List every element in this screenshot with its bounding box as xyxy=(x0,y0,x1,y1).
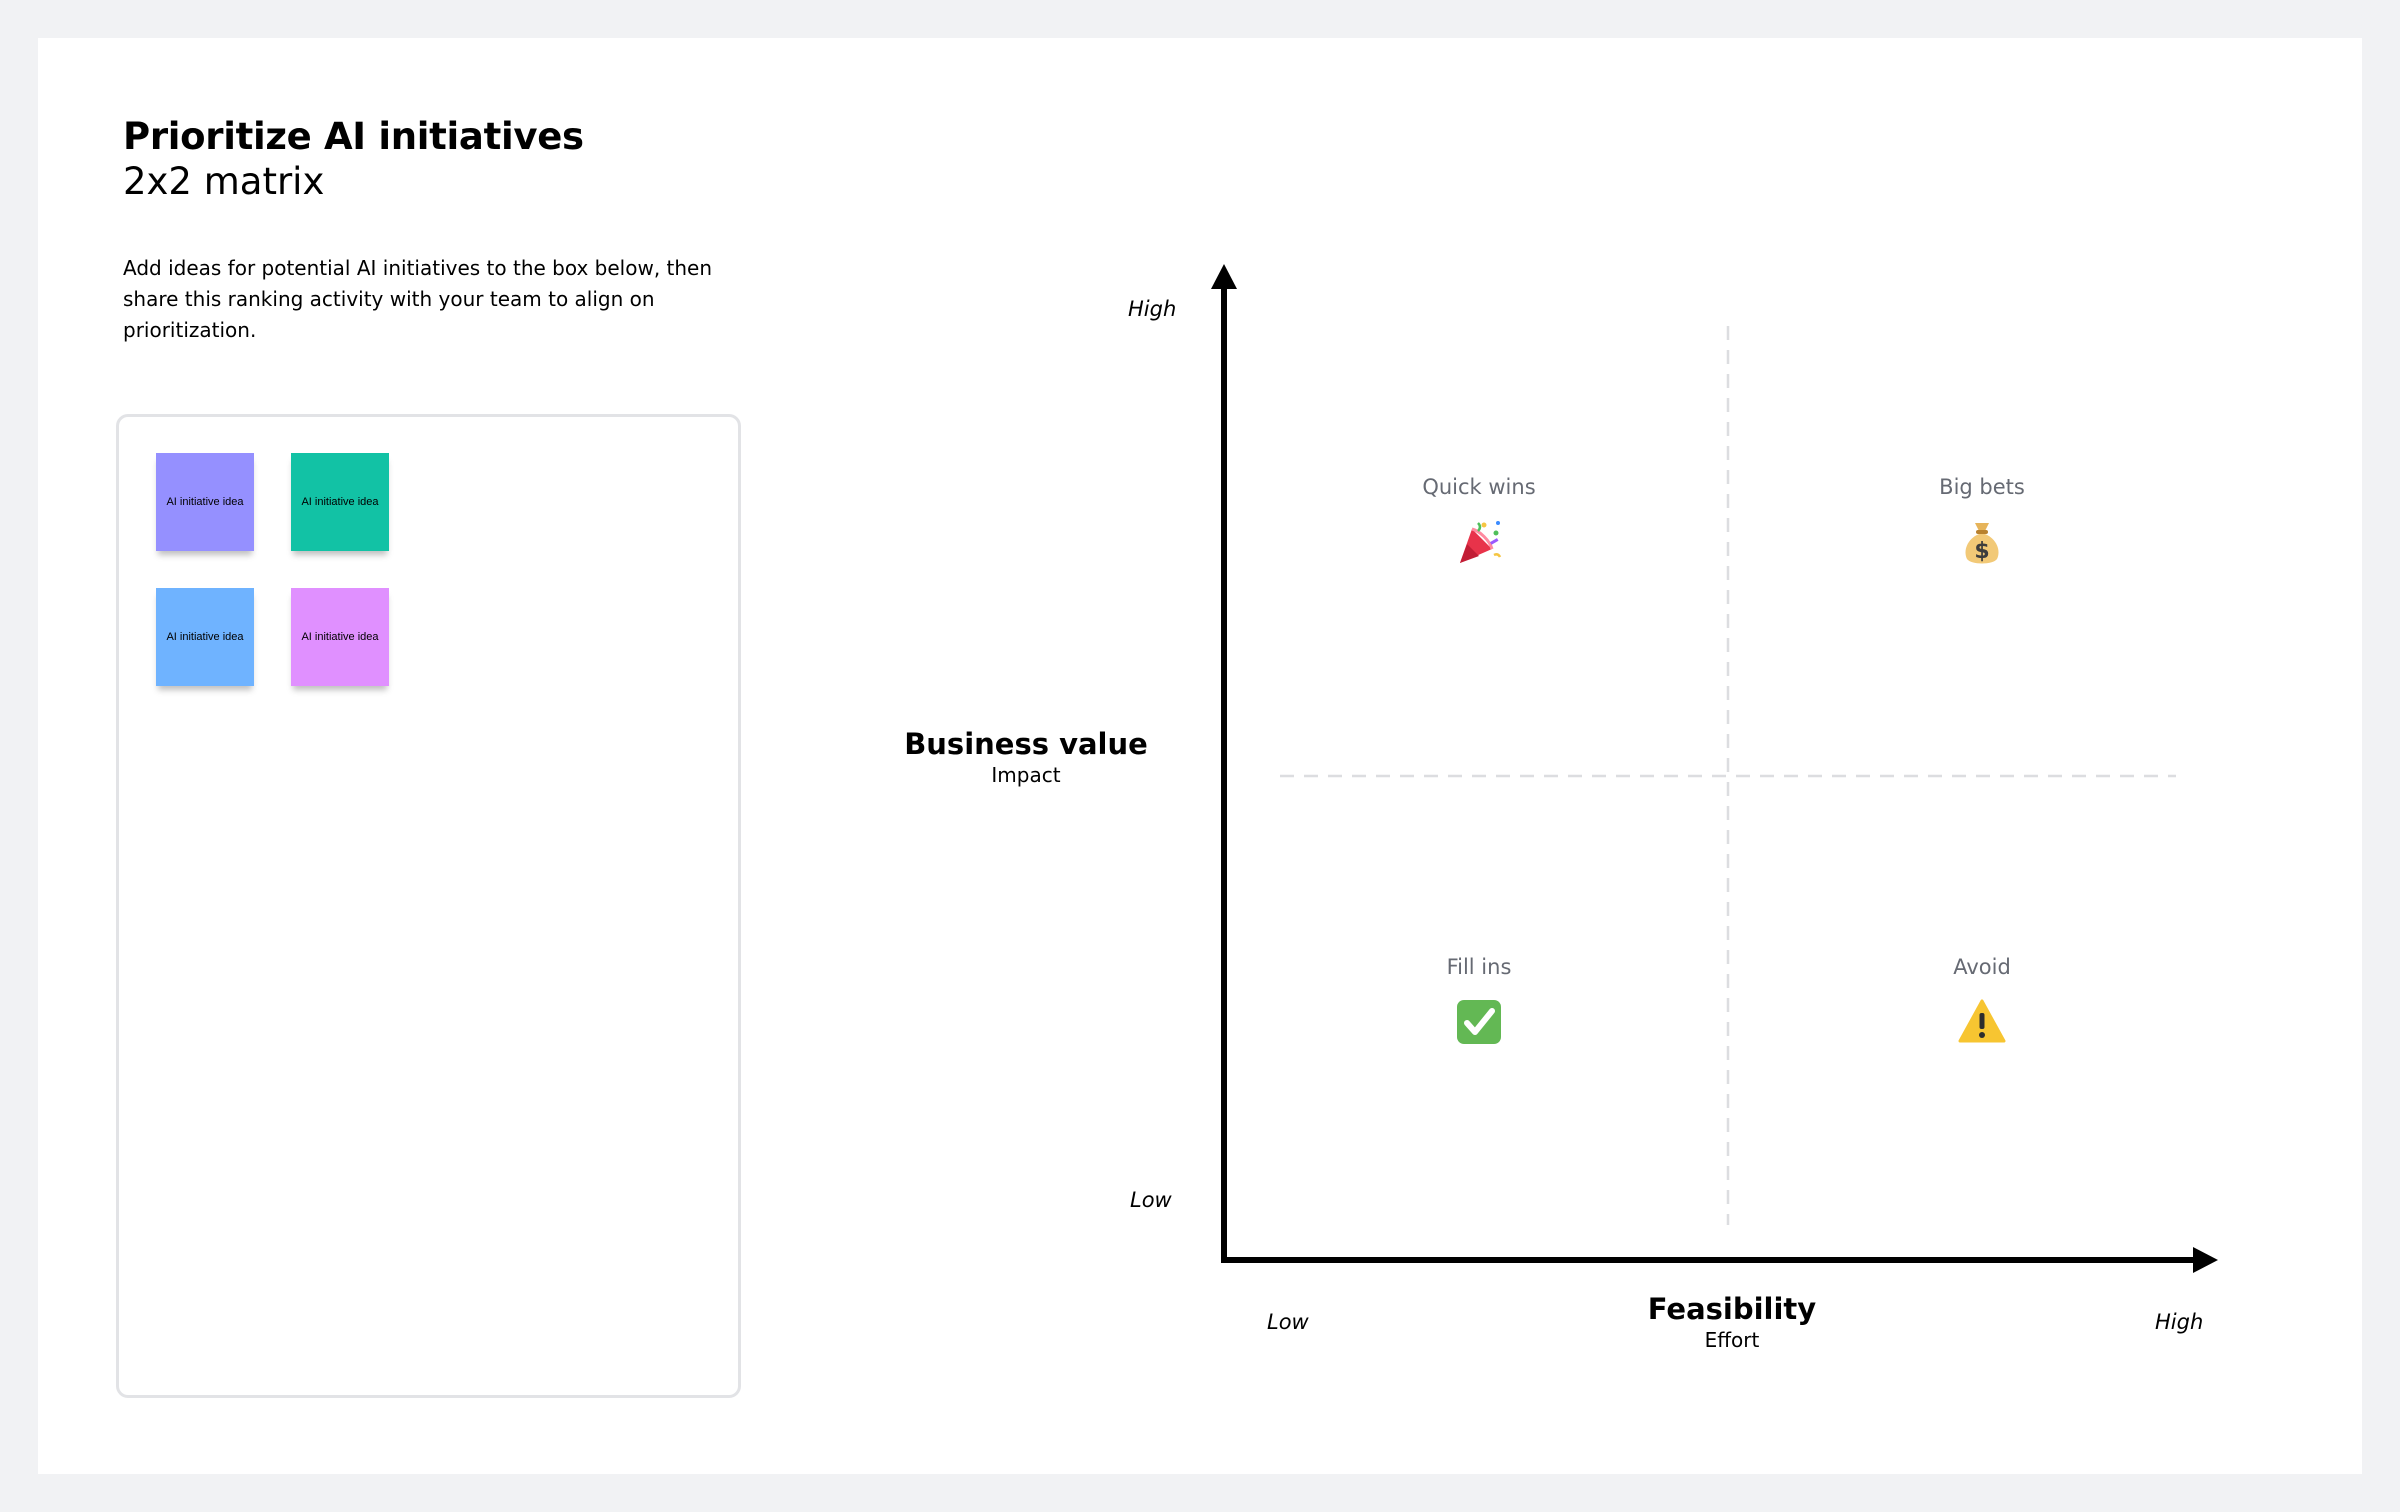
sticky-note-text: AI initiative idea xyxy=(301,496,379,508)
sticky-note[interactable]: AI initiative idea xyxy=(291,453,389,551)
idea-dropzone[interactable] xyxy=(116,414,741,1398)
x-axis-subtitle: Effort xyxy=(1704,1328,1760,1352)
quadrant-label-big-bets: Big bets xyxy=(1939,475,2025,499)
sticky-note[interactable]: AI initiative idea xyxy=(156,588,254,686)
y-axis-low-label: Low xyxy=(1130,1188,1172,1212)
x-axis-high-label: High xyxy=(2155,1310,2204,1334)
x-axis-title: Feasibility xyxy=(1647,1292,1817,1326)
sticky-note-text: AI initiative idea xyxy=(301,631,379,643)
warning-icon xyxy=(1958,999,2006,1043)
y-axis-arrow xyxy=(1211,264,1237,289)
y-axis-high-label: High xyxy=(1128,297,1177,321)
money-bag-icon: $ xyxy=(1965,523,1999,564)
svg-text:$: $ xyxy=(1974,539,1989,564)
y-axis-title: Business value xyxy=(904,727,1148,761)
y-axis-subtitle: Impact xyxy=(991,763,1061,787)
check-mark-icon xyxy=(1457,1000,1501,1044)
instructions-text: Add ideas for potential AI initiatives t… xyxy=(123,256,713,342)
quadrant-label-quick-wins: Quick wins xyxy=(1422,475,1536,499)
sticky-note-text: AI initiative idea xyxy=(166,631,244,643)
sticky-note[interactable]: AI initiative idea xyxy=(156,453,254,551)
page-subtitle: 2x2 matrix xyxy=(123,160,325,203)
quadrant-label-fill-ins: Fill ins xyxy=(1446,955,1512,979)
x-axis-arrow xyxy=(2193,1247,2218,1273)
page-title: Prioritize AI initiatives xyxy=(123,115,584,158)
party-popper-icon xyxy=(1460,521,1502,563)
quadrant-label-avoid: Avoid xyxy=(1953,955,2011,979)
sticky-note-text: AI initiative idea xyxy=(166,496,244,508)
x-axis-low-label: Low xyxy=(1267,1310,1309,1334)
sticky-note[interactable]: AI initiative idea xyxy=(291,588,389,686)
